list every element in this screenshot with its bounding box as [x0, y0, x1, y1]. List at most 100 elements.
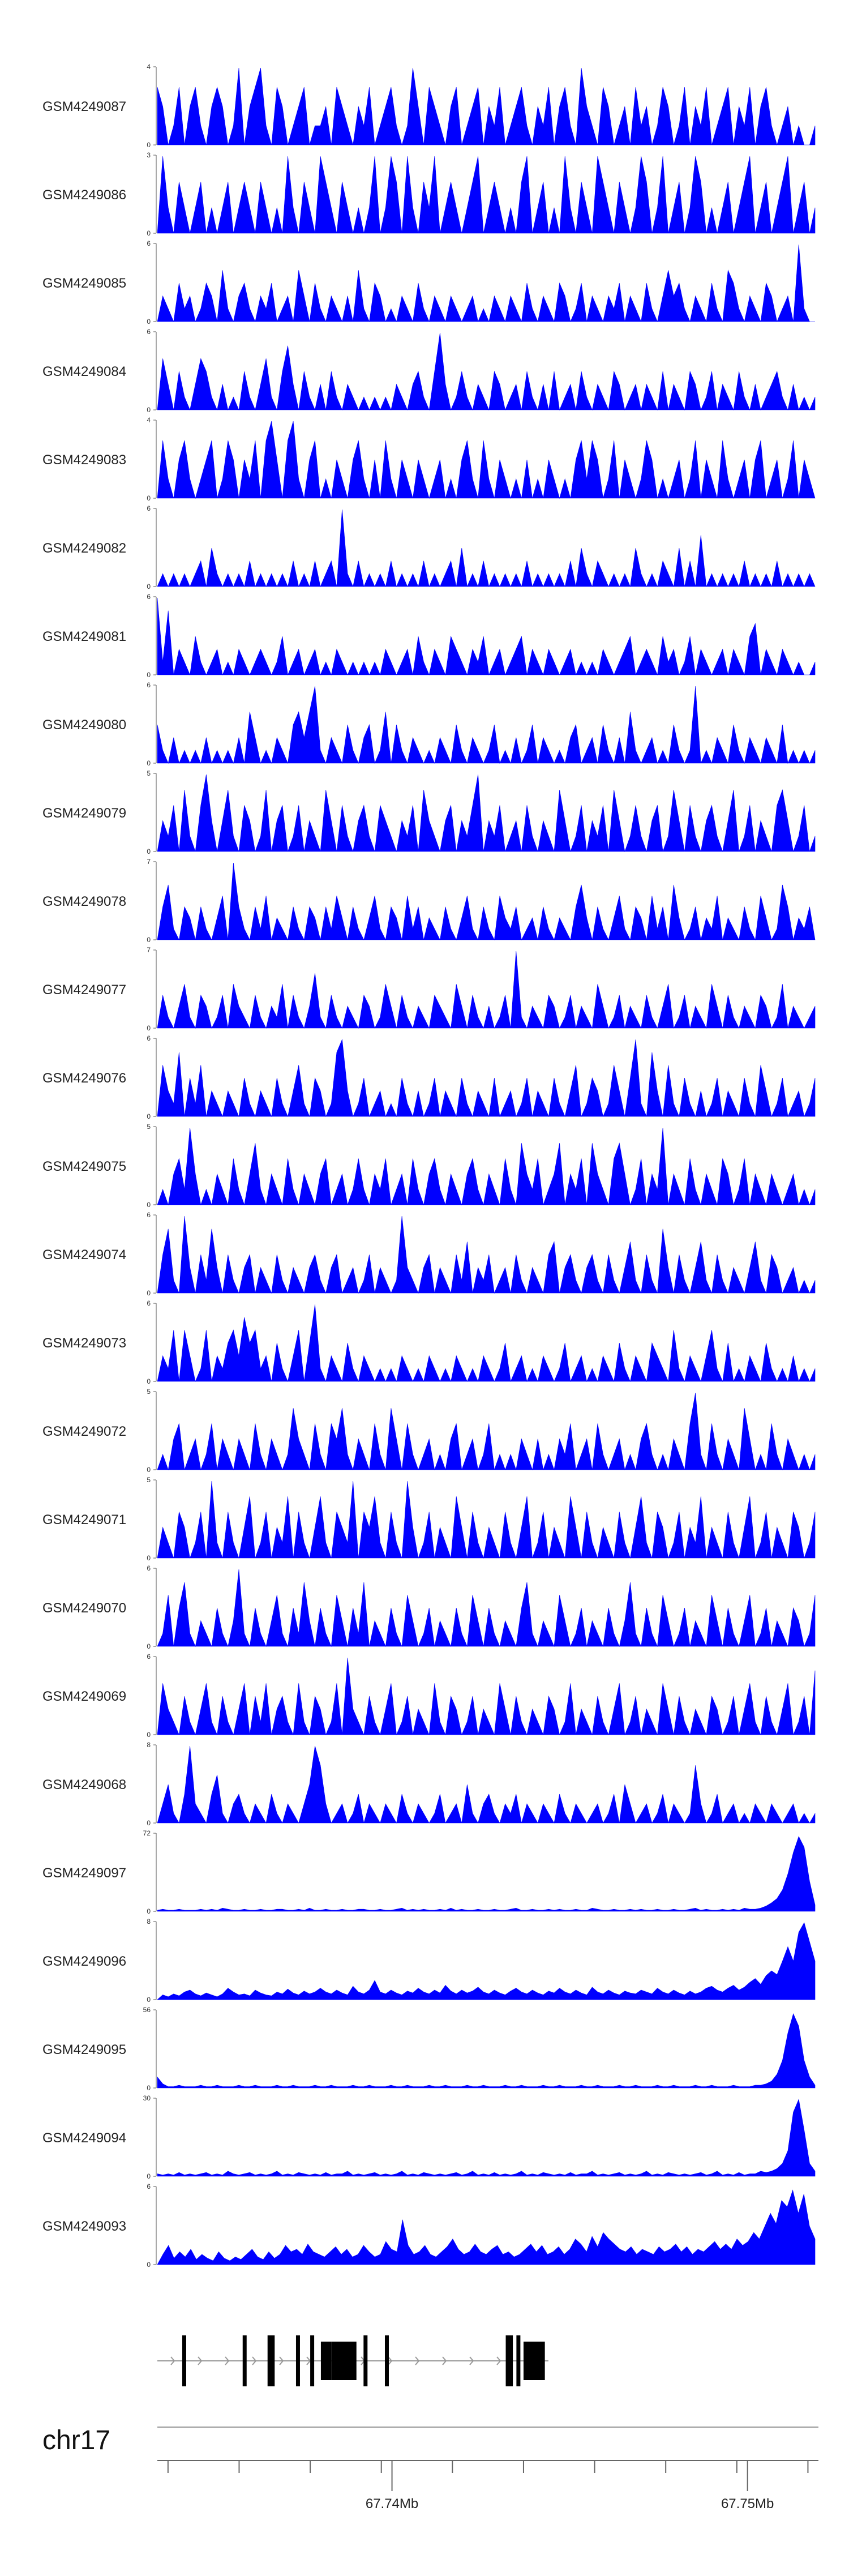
signal-tracks: GSM424908740GSM424908630GSM424908560GSM4… [42, 63, 816, 2269]
y-max-label: 30 [143, 2094, 151, 2102]
track-label: GSM4249094 [42, 2130, 126, 2146]
signal-area [157, 597, 816, 676]
track-GSM4249075: GSM4249075 5 0 [42, 1123, 816, 1209]
track-label: GSM4249076 [42, 1071, 126, 1086]
track-label: GSM4249082 [42, 541, 126, 556]
track-label: GSM4249085 [42, 276, 126, 291]
signal-area [157, 1038, 816, 1118]
y-max-label: 72 [143, 1829, 151, 1837]
track-GSM4249076: GSM4249076 6 0 [42, 1034, 816, 1120]
signal-area [157, 332, 816, 411]
signal-area [157, 1922, 816, 2000]
signal-area [157, 156, 816, 234]
strand-arrow-icon [279, 2356, 284, 2365]
y-max-label: 7 [147, 858, 151, 866]
y-min-label: 0 [147, 1112, 151, 1120]
gene-exon [331, 2342, 357, 2380]
strand-arrow-icon [225, 2356, 230, 2365]
strand-arrow-icon [306, 2356, 311, 2365]
strand-arrow-icon [252, 2356, 257, 2365]
y-min-label: 0 [147, 848, 151, 855]
y-min-label: 0 [147, 671, 151, 679]
y-max-label: 5 [147, 1123, 151, 1131]
y-min-label: 0 [147, 1554, 151, 1562]
strand-arrow-icon [388, 2356, 393, 2365]
track-GSM4249095: GSM4249095 56 0 [42, 2006, 816, 2092]
y-min-label: 0 [147, 1907, 151, 1915]
y-min-label: 0 [147, 1996, 151, 2004]
coordinate-axis: chr17 67.74Mb 67.75Mb [42, 2425, 818, 2511]
y-max-label: 6 [147, 681, 151, 689]
track-GSM4249070: GSM4249070 6 0 [42, 1564, 816, 1650]
track-GSM4249081: GSM4249081 6 0 [42, 593, 816, 679]
signal-area [157, 862, 816, 941]
track-label: GSM4249077 [42, 982, 126, 998]
chromosome-label: chr17 [42, 2425, 110, 2455]
y-max-label: 6 [147, 1564, 151, 1572]
track-label: GSM4249071 [42, 1512, 126, 1527]
track-label: GSM4249097 [42, 1865, 126, 1881]
y-max-label: 3 [147, 151, 151, 159]
y-max-label: 4 [147, 63, 151, 71]
strand-arrow-icon [442, 2356, 447, 2365]
strand-arrow-icon [496, 2356, 501, 2365]
gene-exon [516, 2335, 521, 2386]
track-label: GSM4249069 [42, 1689, 126, 1704]
y-min-label: 0 [147, 1466, 151, 1474]
signal-area [157, 1216, 816, 1294]
gene-exon [182, 2335, 186, 2386]
track-GSM4249072: GSM4249072 5 0 [42, 1388, 816, 1474]
y-min-label: 0 [147, 2261, 151, 2269]
track-label: GSM4249070 [42, 1601, 126, 1616]
y-max-label: 7 [147, 946, 151, 954]
y-max-label: 6 [147, 504, 151, 512]
track-GSM4249077: GSM4249077 7 0 [42, 946, 816, 1032]
track-label: GSM4249072 [42, 1424, 126, 1439]
signal-area [157, 1657, 816, 1736]
y-min-label: 0 [147, 406, 151, 414]
gene-exon [363, 2335, 368, 2386]
y-min-label: 0 [147, 494, 151, 502]
gene-exon [320, 2342, 332, 2380]
signal-area [157, 1745, 816, 1824]
track-GSM4249087: GSM4249087 4 0 [42, 63, 816, 149]
y-min-label: 0 [147, 2084, 151, 2092]
gene-exon [505, 2335, 513, 2386]
y-max-label: 6 [147, 1299, 151, 1307]
strand-arrow-icon [170, 2356, 175, 2365]
y-min-label: 0 [147, 318, 151, 326]
gene-exon [310, 2335, 315, 2386]
signal-area [157, 1127, 816, 1206]
track-GSM4249094: GSM4249094 30 0 [42, 2094, 816, 2180]
gene-exon [384, 2335, 389, 2386]
track-GSM4249073: GSM4249073 6 0 [42, 1299, 816, 1385]
track-label: GSM4249087 [42, 99, 126, 114]
y-min-label: 0 [147, 1201, 151, 1209]
y-min-label: 0 [147, 141, 151, 149]
y-max-label: 6 [147, 328, 151, 336]
y-max-label: 6 [147, 1653, 151, 1661]
coordinate-label: 67.74Mb [366, 2496, 418, 2511]
track-GSM4249082: GSM4249082 6 0 [42, 504, 816, 590]
coordinate-label: 67.75Mb [721, 2496, 774, 2511]
track-label: GSM4249074 [42, 1247, 126, 1263]
y-min-label: 0 [147, 1642, 151, 1650]
y-max-label: 8 [147, 1741, 151, 1749]
gene-exon [267, 2335, 275, 2386]
y-min-label: 0 [147, 1377, 151, 1385]
track-GSM4249078: GSM4249078 7 0 [42, 858, 816, 944]
y-max-label: 5 [147, 1388, 151, 1396]
track-GSM4249080: GSM4249080 6 0 [42, 681, 816, 767]
strand-arrow-icon [415, 2356, 420, 2365]
y-min-label: 0 [147, 583, 151, 590]
track-label: GSM4249080 [42, 717, 126, 733]
track-GSM4249086: GSM4249086 3 0 [42, 151, 816, 237]
track-GSM4249068: GSM4249068 8 0 [42, 1741, 816, 1827]
track-label: GSM4249093 [42, 2219, 126, 2234]
signal-area [157, 1836, 816, 1912]
track-GSM4249084: GSM4249084 6 0 [42, 328, 816, 414]
signal-area [157, 1392, 816, 1471]
track-GSM4249069: GSM4249069 6 0 [42, 1653, 816, 1739]
signal-area [157, 686, 816, 764]
y-min-label: 0 [147, 229, 151, 237]
